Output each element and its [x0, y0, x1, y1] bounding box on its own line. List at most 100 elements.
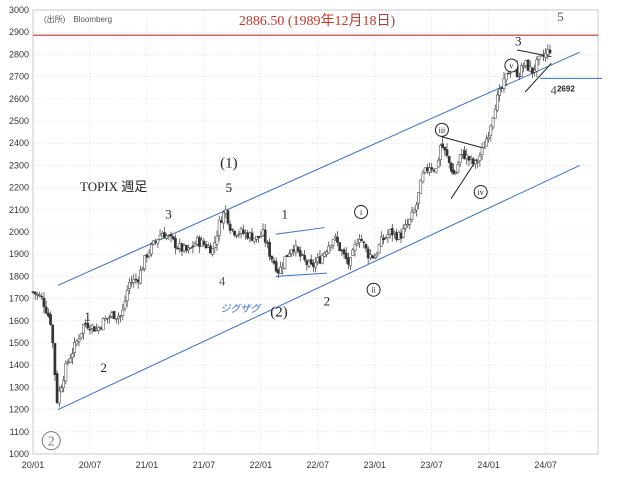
candle-body: [522, 66, 526, 68]
candle-body: [235, 235, 239, 237]
reference-line-label: 2886.50 (1989年12月18日): [239, 13, 396, 29]
candle-body: [439, 145, 442, 160]
candle-body: [333, 235, 337, 238]
candle-body: [62, 380, 66, 389]
candle-body: [215, 235, 219, 245]
y-tick-label: 2700: [9, 72, 29, 82]
candle-body: [419, 179, 423, 194]
x-tick-label: 23/07: [420, 460, 443, 470]
candle-body: [344, 252, 348, 260]
candle-body: [301, 254, 304, 256]
candle-body: [456, 163, 460, 173]
candle-body: [331, 238, 335, 246]
y-tick-label: 2400: [9, 138, 29, 148]
candle-body: [132, 278, 136, 283]
circled-wave-label: ii: [371, 286, 376, 295]
candle-body: [189, 247, 193, 249]
candle-body: [224, 209, 228, 214]
wave-label: 4: [219, 273, 226, 288]
candle-body: [152, 240, 155, 245]
candle-body: [406, 224, 409, 226]
candle-body: [318, 256, 322, 264]
candle-body: [517, 75, 521, 78]
candle-body: [498, 88, 501, 96]
wave-label: 3: [515, 34, 522, 49]
candle-body: [55, 373, 59, 403]
candle-body: [198, 237, 201, 247]
candle-body: [432, 170, 436, 172]
y-tick-label: 1500: [9, 338, 29, 348]
wave-label: 1: [281, 207, 288, 222]
candle-body: [250, 232, 254, 241]
circled-wave-marker: [504, 58, 519, 73]
trend-line-range-bottom: [275, 272, 327, 277]
candle-body: [222, 212, 225, 224]
candle-body: [482, 147, 486, 149]
candle-body: [474, 160, 477, 165]
y-tick-label: 1600: [9, 316, 29, 326]
candle-body: [141, 268, 144, 271]
wave-label: 5: [226, 180, 233, 195]
circled-wave-marker: [473, 185, 488, 200]
candle-body: [110, 312, 114, 317]
candle-body: [504, 73, 508, 81]
candle-body: [272, 260, 276, 264]
candle-body: [489, 125, 493, 136]
candle-body: [292, 249, 296, 252]
candle-body: [371, 255, 374, 259]
candle-body: [184, 245, 188, 251]
candle-body: [305, 260, 309, 265]
candle-body: [117, 315, 120, 319]
candle-body: [145, 254, 149, 258]
level-line-label: 2692: [557, 84, 575, 93]
y-tick-label: 1300: [9, 382, 29, 392]
y-tick-label: 1800: [9, 271, 29, 281]
candle-body: [230, 228, 234, 231]
candle-body: [270, 255, 274, 260]
x-tick-label: 22/07: [307, 460, 330, 470]
candle-body: [428, 167, 431, 173]
candle-body: [467, 156, 471, 161]
candle-body: [373, 257, 377, 259]
candle-body: [53, 343, 57, 375]
wave-label: 5: [557, 9, 564, 24]
candle-body: [307, 260, 311, 267]
candle-body: [329, 245, 333, 248]
candle-body: [38, 294, 41, 297]
circled-wave-marker: [41, 431, 61, 451]
candle-body: [377, 244, 381, 254]
candle-body: [49, 314, 52, 325]
candle-body: [138, 269, 142, 284]
candle-body: [386, 234, 390, 239]
candle-body: [60, 387, 63, 393]
candle-body: [86, 322, 90, 329]
candle-body: [165, 235, 168, 239]
wave-label: 3: [165, 207, 172, 222]
candle-body: [314, 262, 317, 268]
candle-body: [147, 252, 151, 257]
candle-body: [66, 361, 70, 363]
candle-body: [393, 231, 396, 234]
candle-body: [362, 241, 366, 244]
candle-body: [320, 255, 324, 264]
candle-body: [82, 324, 85, 334]
candle-body: [128, 282, 131, 289]
candle-body: [180, 243, 184, 252]
candle-body: [125, 290, 129, 301]
candle-body: [176, 248, 179, 250]
y-tick-label: 1900: [9, 249, 29, 259]
candle-body: [248, 232, 252, 239]
candle-body: [436, 160, 440, 168]
wave-label: (1): [220, 156, 238, 172]
candle-body: [266, 242, 269, 244]
trend-line-tri1-top: [440, 136, 482, 149]
candle-body: [73, 342, 76, 353]
candle-body: [169, 233, 173, 237]
candle-body: [340, 249, 344, 252]
candle-body: [415, 204, 418, 211]
candle-body: [316, 257, 320, 262]
candle-body: [399, 232, 403, 239]
candle-body: [533, 69, 536, 73]
candle-body: [108, 316, 112, 318]
candle-body: [485, 138, 488, 147]
